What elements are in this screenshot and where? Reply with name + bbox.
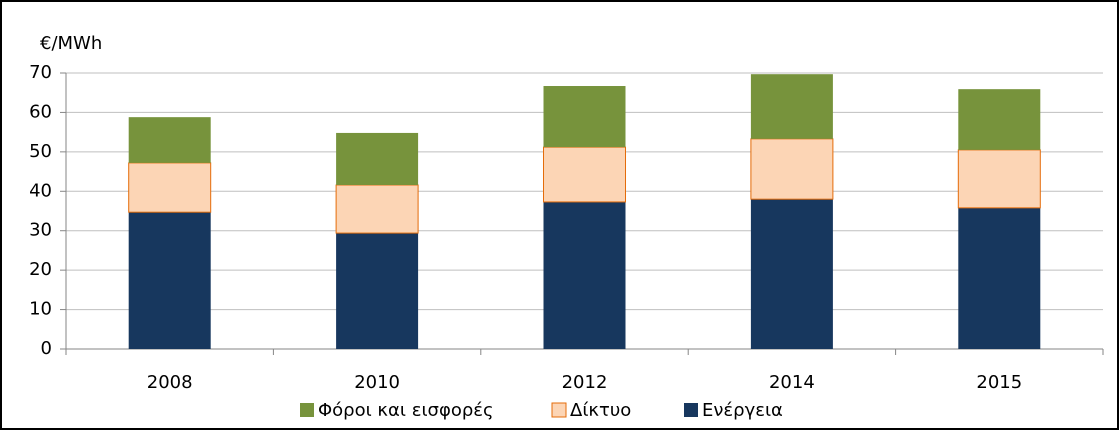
bar-segment bbox=[750, 199, 833, 349]
bar-segment bbox=[957, 149, 1041, 209]
bar-segment bbox=[336, 132, 419, 185]
y-tick-label: 40 bbox=[29, 180, 52, 201]
bar-segment bbox=[128, 162, 212, 213]
y-tick-label: 60 bbox=[29, 101, 52, 122]
x-tick-label: 2010 bbox=[354, 372, 400, 393]
bar-segment bbox=[543, 86, 626, 148]
legend-label: Δίκτυο bbox=[570, 400, 631, 421]
bar-segment bbox=[958, 89, 1041, 150]
x-tick-label: 2015 bbox=[976, 372, 1022, 393]
bar-segment bbox=[958, 207, 1041, 349]
y-tick-label: 10 bbox=[29, 299, 52, 320]
y-axis-label: €/MWh bbox=[40, 33, 102, 54]
y-tick-label: 30 bbox=[29, 220, 52, 241]
bar-segment bbox=[750, 138, 834, 200]
bar-segment bbox=[128, 212, 211, 349]
x-tick-label: 2012 bbox=[562, 372, 608, 393]
y-tick-label: 0 bbox=[41, 338, 52, 359]
legend-swatch bbox=[684, 403, 698, 417]
y-tick-label: 70 bbox=[29, 62, 52, 83]
bar-segment bbox=[128, 117, 211, 163]
legend-swatch bbox=[551, 402, 567, 418]
x-tick-label: 2014 bbox=[769, 372, 815, 393]
y-tick-label: 50 bbox=[29, 141, 52, 162]
legend-label: Ενέργεια bbox=[702, 400, 783, 421]
legend-label: Φόροι και εισφορές bbox=[318, 400, 494, 421]
bar-segment bbox=[543, 201, 626, 349]
bar-segment bbox=[335, 184, 419, 234]
y-tick-label: 20 bbox=[29, 259, 52, 280]
bar-segment bbox=[543, 146, 626, 203]
bar-segment bbox=[750, 74, 833, 139]
bar-segment bbox=[336, 233, 419, 349]
x-tick-label: 2008 bbox=[147, 372, 193, 393]
legend-swatch bbox=[300, 403, 314, 417]
